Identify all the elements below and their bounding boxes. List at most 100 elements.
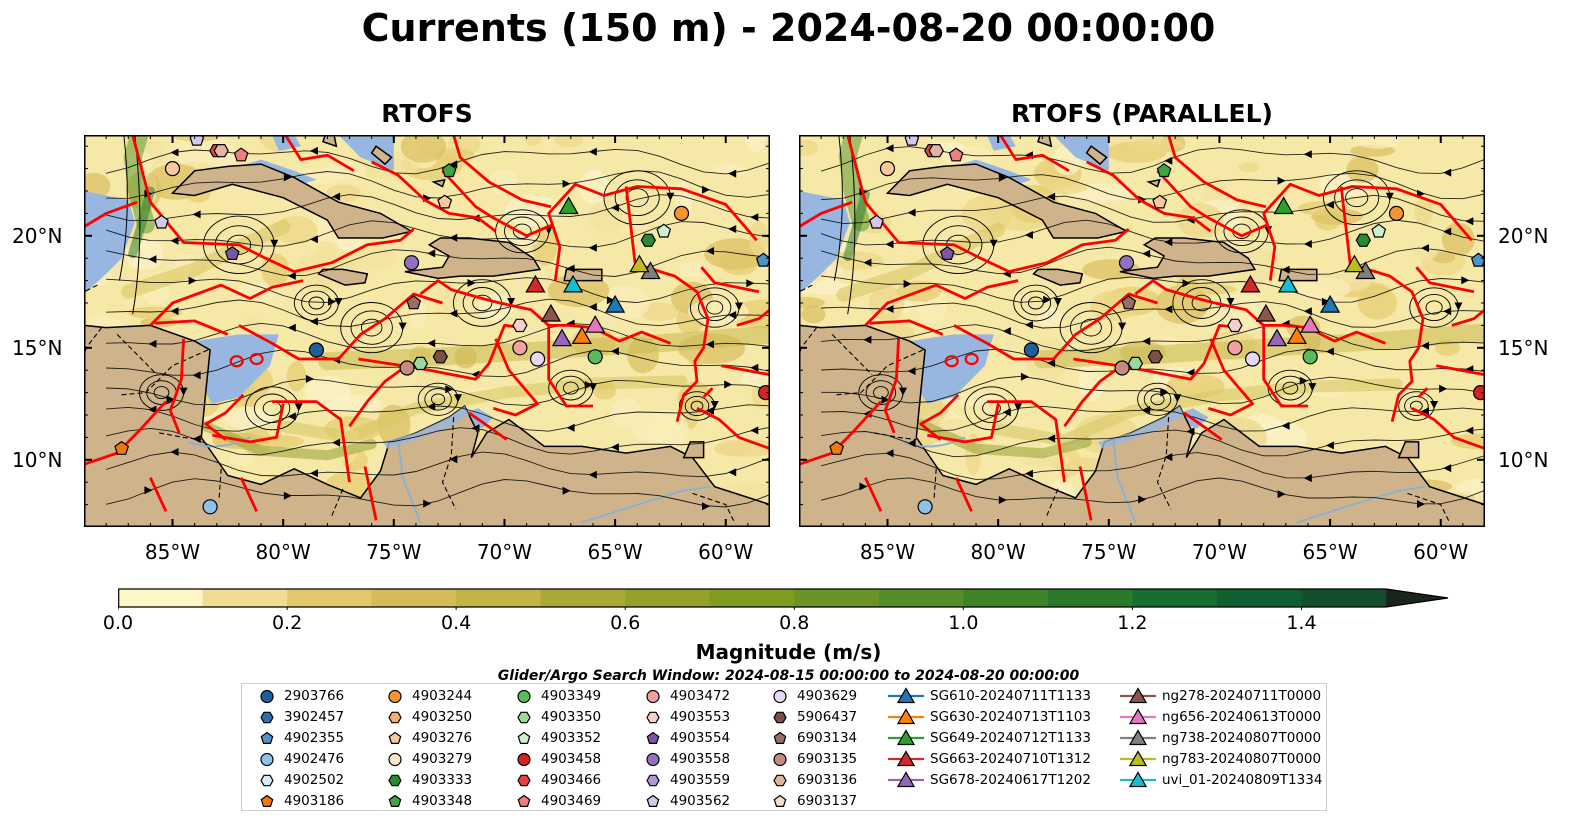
legend-label: 5906437 (797, 709, 858, 725)
legend-label: uvi_01-20240809T1334 (1162, 772, 1323, 788)
legend-marker (646, 711, 660, 724)
map-marker (1388, 205, 1405, 222)
legend-label: 6903135 (797, 751, 858, 767)
legend-label: 4903186 (284, 793, 345, 809)
colorbar-tick-label: 0.0 (102, 612, 134, 634)
legend-label: 6903136 (797, 772, 858, 788)
map-marker (403, 255, 420, 271)
legend-label: 4903466 (541, 772, 602, 788)
map-marker (432, 350, 448, 364)
map-marker (558, 196, 579, 215)
colorbar-segment (202, 589, 288, 607)
colorbar-tick-label: 0.2 (271, 612, 303, 634)
lat-tick-label-right: 15°N (1498, 335, 1549, 360)
lon-tick-label: 70°W (1191, 540, 1248, 564)
legend-entry: 3902457 (256, 708, 344, 726)
legend-marker (388, 689, 402, 704)
legend-marker (888, 750, 924, 767)
map-marker (1114, 360, 1130, 376)
legend-entry: 4902355 (256, 729, 344, 747)
map-marker (1319, 294, 1341, 313)
legend-entry: 4903352 (513, 729, 601, 747)
map-marker (512, 340, 528, 356)
map-marker (1371, 223, 1387, 238)
map-marker (551, 328, 573, 347)
map-marker (571, 326, 593, 344)
legend-entry: 4902502 (256, 771, 344, 789)
legend-marker (773, 731, 787, 744)
map-marker (437, 194, 453, 209)
colorbar-segment (794, 589, 880, 607)
map-marker (1286, 326, 1308, 344)
map-marker (879, 160, 896, 177)
legend-entry: 4903466 (513, 771, 601, 789)
legend-marker (388, 752, 402, 767)
legend-entry: 4903250 (384, 708, 472, 726)
legend-label: SG610-20240711T1133 (930, 688, 1091, 704)
colorbar-tick-label: 0.6 (610, 612, 641, 634)
legend-entry: 4903469 (513, 792, 601, 810)
map-marker (530, 351, 546, 367)
colorbar-segment (1047, 589, 1133, 607)
legend-label: 4902355 (284, 730, 345, 746)
legend-entry: 4903472 (642, 687, 730, 705)
legend-label: 4903349 (541, 688, 602, 704)
legend-entry: 4903350 (513, 708, 601, 726)
legend-entry: 4903562 (642, 792, 730, 810)
legend-entry: SG610-20240711T1133 (888, 687, 1091, 705)
map-marker (1156, 163, 1172, 178)
legend-entry: 4903244 (384, 687, 472, 705)
legend-entry: 4903279 (384, 750, 472, 768)
lon-tick-label: 60°W (698, 540, 754, 564)
legend-label: 4903558 (670, 751, 731, 767)
panel-title-rtofs-parallel: RTOFS (PARALLEL) (1011, 99, 1273, 128)
legend-entry: ng656-20240613T0000 (1120, 708, 1321, 726)
legend-marker (773, 689, 787, 704)
map-marker (604, 294, 626, 313)
legend-marker (517, 731, 531, 744)
legend-label: 4903276 (412, 730, 473, 746)
map-marker (441, 163, 457, 178)
map-marker (656, 223, 672, 238)
legend-label: 4903279 (412, 751, 473, 767)
legend-label: 4903352 (541, 730, 602, 746)
lon-tick-label: 80°W (970, 540, 1026, 564)
legend-marker (260, 794, 274, 807)
legend-entry: ng738-20240807T0000 (1120, 729, 1321, 747)
lat-tick-label-right: 10°N (1498, 447, 1549, 472)
legend-label: 4903553 (670, 709, 731, 725)
map-marker (585, 315, 606, 333)
lon-tick-label: 70°W (476, 540, 533, 564)
map-marker (948, 147, 964, 162)
legend-label: ng656-20240613T0000 (1162, 709, 1322, 725)
colorbar-segment (1216, 589, 1302, 607)
legend-entry: 6903137 (769, 792, 857, 810)
colorbar-tick-label: 1.4 (1286, 612, 1317, 634)
legend-entry: 5906437 (769, 708, 857, 726)
map-panel-rtofs-parallel (799, 135, 1485, 527)
map-marker (406, 295, 422, 310)
map-marker (1302, 349, 1318, 365)
lat-tick-label-left: 15°N (12, 335, 63, 360)
legend-marker (388, 711, 402, 724)
marker-legend: 2903766 3902457 4902355 4902476 4902502 49031… (241, 683, 1327, 811)
map-marker (1127, 356, 1144, 371)
legend-label: SG649-20240712T1133 (930, 730, 1091, 746)
map-marker (189, 135, 205, 146)
map-marker (525, 274, 546, 293)
legend-label: 4903559 (670, 772, 731, 788)
legend-entry: 4903349 (513, 687, 601, 705)
map-marker (1227, 340, 1243, 356)
map-marker (224, 245, 240, 261)
colorbar-segment (287, 589, 373, 607)
colorbar-tick-label: 0.8 (779, 612, 810, 634)
figure-title: Currents (150 m) - 2024-08-20 00:00:00 (361, 6, 1216, 50)
legend-marker (517, 689, 531, 704)
map-marker (1227, 318, 1243, 333)
map-marker (412, 356, 429, 371)
colorbar-tick-label: 1.0 (948, 612, 979, 634)
legend-entry: 4903276 (384, 729, 472, 747)
legend-label: 4903333 (412, 772, 473, 788)
legend-marker (1120, 708, 1156, 725)
map-marker (164, 160, 181, 177)
